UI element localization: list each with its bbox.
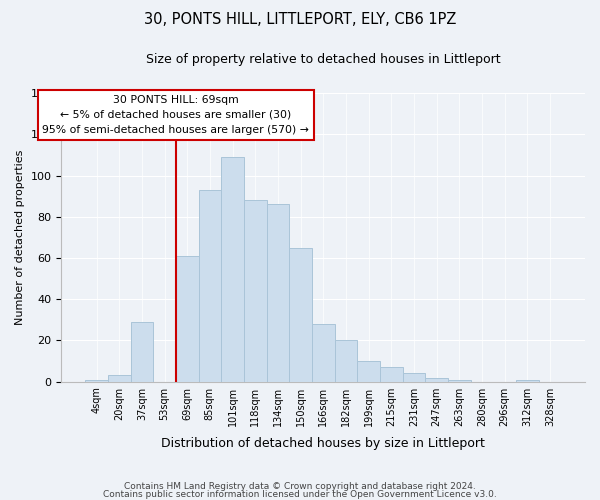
Bar — [266, 204, 289, 382]
Text: 30 PONTS HILL: 69sqm
← 5% of detached houses are smaller (30)
95% of semi-detach: 30 PONTS HILL: 69sqm ← 5% of detached ho… — [43, 95, 310, 134]
Text: Contains public sector information licensed under the Open Government Licence v3: Contains public sector information licen… — [103, 490, 497, 499]
Bar — [448, 380, 470, 382]
Bar — [108, 376, 131, 382]
Bar — [131, 322, 153, 382]
Title: Size of property relative to detached houses in Littleport: Size of property relative to detached ho… — [146, 52, 500, 66]
Bar — [289, 248, 312, 382]
Bar — [380, 367, 403, 382]
Bar — [403, 374, 425, 382]
Bar — [176, 256, 199, 382]
Bar — [425, 378, 448, 382]
Bar — [516, 380, 539, 382]
Bar — [199, 190, 221, 382]
Bar — [335, 340, 357, 382]
Text: 30, PONTS HILL, LITTLEPORT, ELY, CB6 1PZ: 30, PONTS HILL, LITTLEPORT, ELY, CB6 1PZ — [144, 12, 456, 28]
Bar — [244, 200, 266, 382]
Bar — [85, 380, 108, 382]
Text: Contains HM Land Registry data © Crown copyright and database right 2024.: Contains HM Land Registry data © Crown c… — [124, 482, 476, 491]
Bar — [312, 324, 335, 382]
Bar — [357, 361, 380, 382]
X-axis label: Distribution of detached houses by size in Littleport: Distribution of detached houses by size … — [161, 437, 485, 450]
Y-axis label: Number of detached properties: Number of detached properties — [15, 150, 25, 325]
Bar — [221, 157, 244, 382]
